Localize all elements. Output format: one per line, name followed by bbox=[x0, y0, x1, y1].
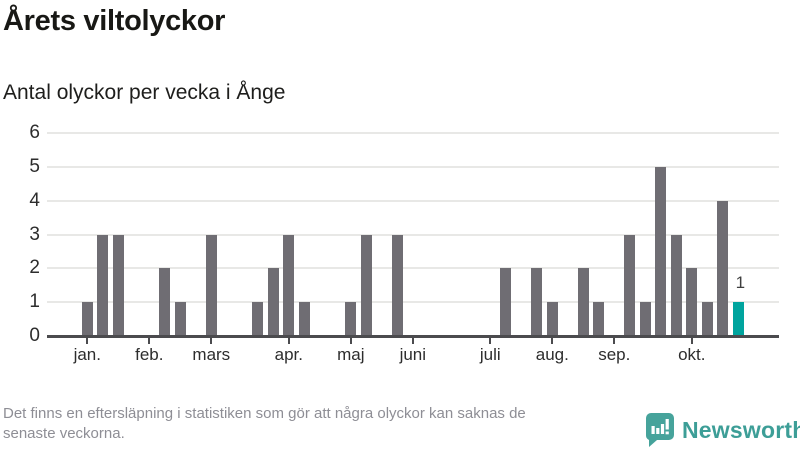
bar-week-13 bbox=[267, 268, 279, 336]
y-axis-tick-label-5: 5 bbox=[29, 155, 40, 177]
bar-week-39 bbox=[670, 234, 682, 336]
x-axis-tick-maj bbox=[349, 338, 352, 344]
bar-week-40 bbox=[686, 268, 698, 336]
bar-week-34 bbox=[593, 302, 605, 336]
bar-week-42 bbox=[717, 200, 729, 336]
x-axis-tick-okt bbox=[690, 338, 693, 344]
y-axis-tick-label-6: 6 bbox=[29, 122, 40, 143]
page-title: Årets viltolyckor bbox=[3, 5, 226, 37]
highlighted-bar-week-43 bbox=[732, 302, 744, 336]
newsworthy-logo-text: Newsworthy bbox=[682, 416, 800, 443]
x-axis-tick-mars bbox=[210, 338, 213, 344]
gridline-y4 bbox=[47, 199, 779, 202]
bar-week-36 bbox=[624, 234, 636, 336]
x-axis-tick-juli bbox=[489, 338, 492, 344]
footer-disclaimer: Det finns en eftersläpning i statistiken… bbox=[3, 404, 526, 444]
bar-week-12 bbox=[252, 302, 264, 336]
x-axis-label-juli: juli bbox=[479, 345, 501, 364]
bar-week-6 bbox=[159, 268, 171, 336]
x-axis-label-feb: feb. bbox=[135, 345, 164, 364]
highlight-value-label: 1 bbox=[735, 273, 746, 293]
chart-subtitle: Antal olyckor per vecka i Ånge bbox=[3, 81, 286, 104]
x-axis-label-juni: juni bbox=[399, 345, 427, 364]
x-axis-label-jan: jan. bbox=[73, 345, 101, 364]
bar-week-31 bbox=[546, 302, 558, 336]
newsworthy-bar-chart-bubble-icon bbox=[646, 413, 674, 447]
bar-week-14 bbox=[283, 234, 295, 336]
x-axis-tick-sep bbox=[613, 338, 616, 344]
footer-line-2: senaste veckorna. bbox=[3, 425, 125, 442]
y-axis-tick-label-2: 2 bbox=[29, 257, 40, 279]
bar-chart: 0 1 2 3 4 5 6 1 jan. feb. mars apr. maj juni juli aug.… bbox=[29, 122, 779, 364]
x-axis-label-apr: apr. bbox=[274, 345, 303, 364]
gridline-y5 bbox=[47, 165, 779, 168]
x-axis-tick-jan bbox=[86, 338, 89, 344]
bar-week-3 bbox=[112, 234, 124, 336]
y-axis-tick-label-0: 0 bbox=[29, 325, 40, 346]
bar-week-30 bbox=[531, 268, 543, 336]
bar-week-21 bbox=[391, 234, 403, 336]
gridline-y2 bbox=[47, 267, 779, 270]
gridline-y3 bbox=[47, 233, 779, 236]
bar-week-7 bbox=[174, 302, 186, 336]
plot-area: 1 jan. feb. mars apr. maj juni juli aug. sep. okt. bbox=[47, 132, 779, 364]
bar-week-19 bbox=[360, 234, 372, 336]
bar-week-1 bbox=[81, 302, 93, 336]
x-axis-tick-juni bbox=[411, 338, 414, 344]
gridline-y1 bbox=[47, 301, 779, 304]
newsworthy-logo: Newsworthy bbox=[645, 412, 800, 447]
bar-week-2 bbox=[97, 234, 109, 336]
bar-week-38 bbox=[655, 166, 667, 336]
x-axis-tick-feb bbox=[148, 338, 151, 344]
y-axis-tick-label-3: 3 bbox=[29, 223, 40, 245]
bar-week-15 bbox=[298, 302, 310, 336]
footer-line-1: Det finns en eftersläpning i statistiken… bbox=[3, 405, 526, 422]
y-axis-tick-label-1: 1 bbox=[29, 291, 40, 313]
x-axis-label-aug: aug. bbox=[535, 345, 569, 364]
x-axis-label-maj: maj bbox=[337, 345, 365, 364]
gridline-y6 bbox=[47, 132, 779, 134]
x-axis-label-mars: mars bbox=[192, 345, 231, 364]
bar-week-28 bbox=[500, 268, 512, 336]
x-axis-tick-apr bbox=[287, 338, 290, 344]
x-axis-line bbox=[47, 335, 779, 338]
x-axis-tick-aug bbox=[551, 338, 554, 344]
x-axis-label-okt: okt. bbox=[678, 345, 706, 364]
bar-week-18 bbox=[345, 302, 357, 336]
y-axis-tick-label-4: 4 bbox=[29, 189, 40, 211]
bar-week-9 bbox=[205, 234, 217, 336]
x-axis-label-sep: sep. bbox=[598, 345, 631, 364]
bar-week-37 bbox=[639, 302, 651, 336]
bar-week-33 bbox=[577, 268, 589, 336]
bar-week-41 bbox=[701, 302, 713, 336]
